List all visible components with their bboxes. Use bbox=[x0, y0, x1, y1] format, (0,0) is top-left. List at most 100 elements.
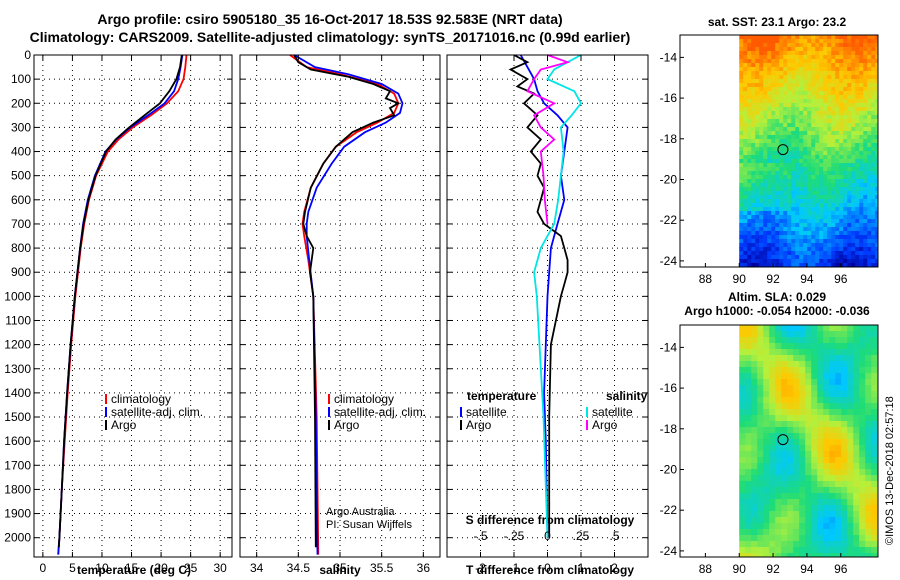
sst-heatmap-cell bbox=[847, 107, 852, 112]
sst-heatmap-cell bbox=[867, 243, 872, 248]
sst-heatmap-cell bbox=[803, 87, 808, 92]
sla-heatmap-cell bbox=[853, 553, 860, 557]
sst-heatmap-cell bbox=[815, 151, 820, 156]
sst-heatmap-cell bbox=[771, 151, 776, 156]
sst-heatmap-cell bbox=[783, 243, 788, 248]
sst-heatmap-cell bbox=[783, 75, 788, 80]
sst-heatmap-cell bbox=[851, 223, 856, 228]
sst-heatmap-cell bbox=[771, 255, 776, 260]
sla-heatmap-cell bbox=[781, 349, 788, 356]
sla-heatmap-cell bbox=[871, 493, 878, 500]
sst-heatmap-cell bbox=[767, 203, 772, 208]
sla-heatmap-cell bbox=[817, 457, 824, 464]
map-y-tick-label: -16 bbox=[660, 91, 678, 105]
legend-label: satellite-adj. clim. bbox=[111, 405, 203, 419]
sst-heatmap-cell bbox=[799, 71, 804, 76]
sla-heatmap-cell bbox=[823, 523, 830, 530]
sla-heatmap-cell bbox=[793, 475, 800, 482]
sst-heatmap-cell bbox=[747, 67, 752, 72]
sst-heatmap-cell bbox=[807, 179, 812, 184]
sst-heatmap-cell bbox=[783, 215, 788, 220]
sst-heatmap-cell bbox=[779, 99, 784, 104]
sst-heatmap-cell bbox=[823, 187, 828, 192]
sst-heatmap-cell bbox=[839, 167, 844, 172]
sst-heatmap-cell bbox=[827, 123, 832, 128]
sst-heatmap-cell bbox=[803, 215, 808, 220]
sst-heatmap-cell bbox=[843, 155, 848, 160]
sla-heatmap-cell bbox=[859, 361, 866, 368]
sst-heatmap-cell bbox=[859, 79, 864, 84]
sst-heatmap-cell bbox=[739, 191, 744, 196]
sla-heatmap-cell bbox=[763, 361, 770, 368]
sst-heatmap-cell bbox=[795, 207, 800, 212]
sla-heatmap-cell bbox=[739, 457, 746, 464]
sst-heatmap-cell bbox=[803, 143, 808, 148]
sst-heatmap-cell bbox=[775, 131, 780, 136]
sla-heatmap-cell bbox=[763, 493, 770, 500]
sla-heatmap-cell bbox=[865, 523, 872, 530]
sla-heatmap-cell bbox=[841, 463, 848, 470]
sla-heatmap-cell bbox=[775, 529, 782, 536]
sst-heatmap-cell bbox=[855, 207, 860, 212]
sst-heatmap-cell bbox=[819, 203, 824, 208]
sst-heatmap-cell bbox=[827, 131, 832, 136]
sst-heatmap-cell bbox=[791, 139, 796, 144]
sla-heatmap-cell bbox=[811, 409, 818, 416]
sst-heatmap-cell bbox=[743, 183, 748, 188]
sst-heatmap-cell bbox=[755, 151, 760, 156]
sst-heatmap-cell bbox=[807, 35, 812, 40]
sst-heatmap-cell bbox=[867, 159, 872, 164]
sst-heatmap-cell bbox=[739, 95, 744, 100]
sst-heatmap-cell bbox=[751, 223, 756, 228]
sst-heatmap-cell bbox=[835, 55, 840, 60]
sst-heatmap-cell bbox=[807, 183, 812, 188]
map-x-tick-label: 90 bbox=[733, 272, 747, 286]
sst-heatmap-cell bbox=[775, 139, 780, 144]
sst-heatmap-cell bbox=[867, 107, 872, 112]
sst-heatmap-cell bbox=[755, 263, 760, 267]
sst-heatmap-cell bbox=[787, 251, 792, 256]
sst-heatmap-cell bbox=[851, 91, 856, 96]
sst-heatmap-cell bbox=[791, 83, 796, 88]
sla-heatmap-cell bbox=[763, 439, 770, 446]
sst-heatmap-cell bbox=[799, 127, 804, 132]
sla-heatmap-cell bbox=[799, 463, 806, 470]
sst-heatmap-cell bbox=[871, 187, 876, 192]
sla-heatmap-cell bbox=[823, 463, 830, 470]
sst-heatmap-cell bbox=[819, 123, 824, 128]
sla-heatmap-cell bbox=[829, 505, 836, 512]
sst-heatmap-cell bbox=[843, 39, 848, 44]
sst-heatmap-cell bbox=[779, 251, 784, 256]
legend-salinity-title: salinity bbox=[606, 389, 648, 403]
sst-heatmap-cell bbox=[875, 239, 878, 244]
sst-heatmap-cell bbox=[739, 55, 744, 60]
sst-heatmap-cell bbox=[847, 67, 852, 72]
sla-heatmap-cell bbox=[865, 475, 872, 482]
sst-heatmap-cell bbox=[787, 203, 792, 208]
sst-heatmap-cell bbox=[851, 135, 856, 140]
sla-heatmap-cell bbox=[841, 511, 848, 518]
sst-heatmap-cell bbox=[867, 103, 872, 108]
sst-heatmap-cell bbox=[843, 203, 848, 208]
sst-heatmap-cell bbox=[851, 151, 856, 156]
sst-heatmap-cell bbox=[847, 191, 852, 196]
sla-heatmap-cell bbox=[853, 397, 860, 404]
sst-heatmap-cell bbox=[751, 235, 756, 240]
sst-heatmap-cell bbox=[759, 259, 764, 264]
sst-heatmap-cell bbox=[819, 43, 824, 48]
sst-heatmap-cell bbox=[855, 247, 860, 252]
sst-heatmap-cell bbox=[795, 43, 800, 48]
sla-heatmap-cell bbox=[841, 529, 848, 536]
sst-heatmap-cell bbox=[851, 55, 856, 60]
sst-heatmap-cell bbox=[843, 59, 848, 64]
sst-heatmap-cell bbox=[811, 263, 816, 267]
sst-heatmap-cell bbox=[791, 255, 796, 260]
sst-heatmap-cell bbox=[815, 71, 820, 76]
sst-heatmap-cell bbox=[855, 63, 860, 68]
sla-heatmap-cell bbox=[751, 361, 758, 368]
sla-heatmap-cell bbox=[787, 379, 794, 386]
sst-heatmap-cell bbox=[847, 111, 852, 116]
sla-heatmap-cell bbox=[817, 397, 824, 404]
sla-heatmap-cell bbox=[865, 511, 872, 518]
sst-heatmap-cell bbox=[839, 243, 844, 248]
